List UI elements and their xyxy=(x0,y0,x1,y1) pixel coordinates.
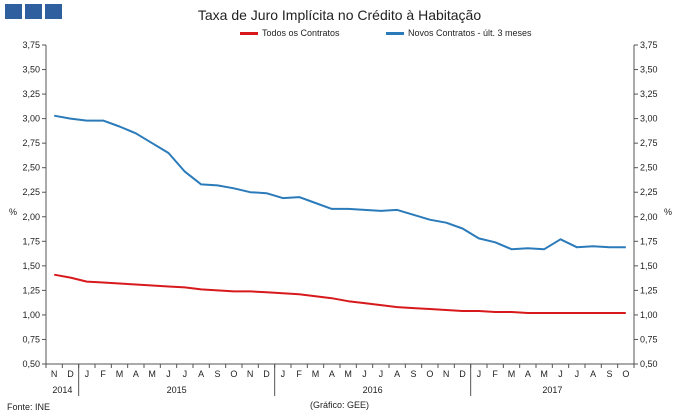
y-tick-label-right: 2,75 xyxy=(640,138,658,148)
x-month-label: F xyxy=(492,369,498,379)
y-tick-label-left: 1,75 xyxy=(22,236,40,246)
chart-legend: Todos os Contratos Novos Contratos - últ… xyxy=(0,28,679,42)
y-tick-label-left: 3,00 xyxy=(22,114,40,124)
y-tick-label-right: 0,50 xyxy=(640,359,658,369)
x-month-label: N xyxy=(51,369,58,379)
x-month-label: D xyxy=(459,369,466,379)
x-month-label: F xyxy=(296,369,302,379)
y-tick-label-left: 2,25 xyxy=(22,187,40,197)
y-tick-label-left: 1,00 xyxy=(22,310,40,320)
x-month-label: M xyxy=(116,369,124,379)
y-tick-label-right: 2,25 xyxy=(640,187,658,197)
y-tick-label-left: 0,50 xyxy=(22,359,40,369)
y-tick-label-right: 3,00 xyxy=(640,114,658,124)
year-label: 2014 xyxy=(52,385,72,395)
legend-label-novos: Novos Contratos - últ. 3 meses xyxy=(408,28,532,38)
credit-note: (Gráfico: GEE) xyxy=(309,400,369,410)
x-month-label: O xyxy=(426,369,433,379)
y-tick-label-right: 1,75 xyxy=(640,236,658,246)
y-tick-label-left: 3,75 xyxy=(22,40,40,50)
x-month-label: J xyxy=(477,369,482,379)
x-month-label: J xyxy=(166,369,171,379)
x-month-label: D xyxy=(263,369,270,379)
x-month-label: M xyxy=(540,369,548,379)
y-tick-label-right: 0,75 xyxy=(640,334,658,344)
legend-swatch-todos xyxy=(240,31,258,35)
source-note: Fonte: INE xyxy=(7,402,51,412)
y-tick-label-left: 0,75 xyxy=(22,334,40,344)
x-month-label: S xyxy=(410,369,416,379)
y-tick-label-right: 1,50 xyxy=(640,261,658,271)
x-month-label: O xyxy=(622,369,629,379)
x-month-label: J xyxy=(558,369,563,379)
legend-label-todos: Todos os Contratos xyxy=(262,28,340,38)
chart-title: Taxa de Juro Implícita no Crédito à Habi… xyxy=(197,7,482,23)
x-month-label: A xyxy=(329,369,335,379)
x-month-label: S xyxy=(606,369,612,379)
x-month-label: J xyxy=(85,369,90,379)
y-tick-label-right: 3,75 xyxy=(640,40,658,50)
legend-item-todos: Todos os Contratos xyxy=(240,28,340,38)
x-month-label: M xyxy=(312,369,320,379)
series-line-todos-contratos xyxy=(54,273,626,314)
x-month-label: M xyxy=(508,369,516,379)
x-month-label: J xyxy=(575,369,580,379)
y-tick-label-right: 3,50 xyxy=(640,65,658,75)
x-month-label: N xyxy=(247,369,254,379)
x-month-label: A xyxy=(394,369,400,379)
x-month-label: O xyxy=(230,369,237,379)
gee-logo xyxy=(5,4,62,19)
x-month-label: S xyxy=(214,369,220,379)
logo-square xyxy=(5,4,22,19)
x-month-label: J xyxy=(281,369,286,379)
y-tick-label-left: 2,00 xyxy=(22,212,40,222)
legend-item-novos: Novos Contratos - últ. 3 meses xyxy=(386,28,532,38)
x-month-label: J xyxy=(362,369,367,379)
y-tick-label-right: 2,50 xyxy=(640,163,658,173)
x-month-label: A xyxy=(525,369,531,379)
y-tick-label-left: 2,50 xyxy=(22,163,40,173)
year-label: 2016 xyxy=(363,385,383,395)
year-label: 2015 xyxy=(167,385,187,395)
x-month-label: M xyxy=(344,369,352,379)
x-month-label: A xyxy=(198,369,204,379)
logo-square xyxy=(25,4,42,19)
year-label: 2017 xyxy=(542,385,562,395)
y-tick-label-left: 3,50 xyxy=(22,65,40,75)
y-tick-label-left: 2,75 xyxy=(22,138,40,148)
y-tick-label-left: 3,25 xyxy=(22,89,40,99)
x-month-label: J xyxy=(379,369,384,379)
x-month-label: M xyxy=(148,369,156,379)
y-tick-label-right: 1,00 xyxy=(640,310,658,320)
x-month-label: A xyxy=(590,369,596,379)
y-unit-label-right: % xyxy=(664,207,672,217)
y-tick-label-left: 1,50 xyxy=(22,261,40,271)
series-line-novos-contratos xyxy=(54,114,626,251)
y-tick-label-right: 2,00 xyxy=(640,212,658,222)
x-month-label: J xyxy=(183,369,188,379)
logo-square xyxy=(45,4,62,19)
x-month-label: F xyxy=(100,369,106,379)
x-month-label: A xyxy=(133,369,139,379)
y-tick-label-right: 1,25 xyxy=(640,285,658,295)
x-month-label: N xyxy=(443,369,450,379)
y-tick-label-right: 3,25 xyxy=(640,89,658,99)
y-unit-label-left: % xyxy=(9,207,17,217)
x-month-label: D xyxy=(67,369,74,379)
y-tick-label-left: 1,25 xyxy=(22,285,40,295)
legend-swatch-novos xyxy=(386,31,404,35)
